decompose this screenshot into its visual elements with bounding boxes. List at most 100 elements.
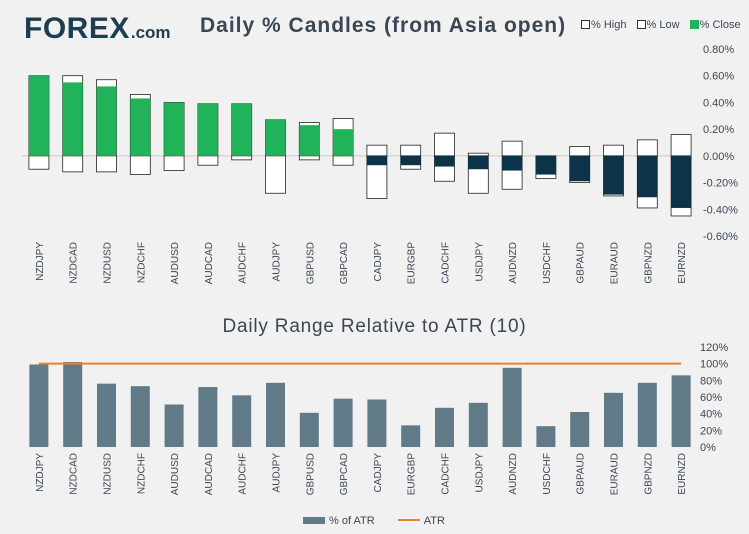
candle-close-body <box>231 103 252 156</box>
candle-close-body <box>434 155 455 167</box>
legend-low: % Low <box>636 19 680 31</box>
candle-close-body <box>265 119 286 156</box>
y-tick-label: 0.00% <box>703 151 734 163</box>
candle-close-body <box>96 86 117 156</box>
legend-low-swatch <box>636 20 646 29</box>
x-tick-label: CADJPY <box>373 242 384 282</box>
atr-bar <box>468 402 488 447</box>
x-tick-label: CADJPY <box>373 453 384 493</box>
atr-bar <box>435 407 454 447</box>
x-tick-label: USDJPY <box>474 453 485 493</box>
x-tick-label: AUDNZD <box>508 242 519 284</box>
y-tick-label: 0.80% <box>703 44 734 56</box>
x-tick-label: GBPUSD <box>305 453 316 495</box>
candle-close-body <box>299 125 320 156</box>
y-tick-label: 80% <box>700 375 722 387</box>
legend-atr: ATR <box>397 515 445 527</box>
x-tick-label: CADCHF <box>441 453 452 495</box>
x-tick-label: USDJPY <box>474 242 485 282</box>
y-tick-label: -0.60% <box>703 231 738 243</box>
candle-close-body <box>671 155 692 208</box>
forex-logo[interactable]: FOREX.com <box>24 12 171 46</box>
x-tick-label: EURGBP <box>407 453 418 496</box>
atr-bar <box>97 383 116 447</box>
x-tick-label: NZDCHF <box>136 242 147 283</box>
x-tick-label: AUDJPY <box>272 453 283 493</box>
candle-close-body <box>400 155 421 166</box>
atr-bar <box>367 399 387 447</box>
y-tick-label: -0.40% <box>703 204 738 216</box>
x-tick-label: NZDCHF <box>136 453 147 494</box>
legend-pct-atr: % of ATR <box>303 515 375 527</box>
legend-pct-atr-swatch <box>303 517 325 524</box>
y-tick-label: 0.20% <box>703 124 734 136</box>
legend-close-swatch <box>689 20 699 29</box>
x-tick-label: GBPNZD <box>643 453 654 495</box>
atr-bar <box>401 425 421 447</box>
atr-legend: % of ATR ATR <box>303 515 465 527</box>
x-tick-label: NZDCAD <box>69 453 80 495</box>
atr-bar <box>604 392 623 447</box>
x-tick-label: AUDCAD <box>204 453 215 495</box>
x-tick-label: NZDUSD <box>103 242 114 284</box>
x-tick-label: NZDUSD <box>103 453 114 495</box>
x-tick-label: NZDJPY <box>35 242 46 281</box>
candle-close-body <box>62 82 83 156</box>
x-tick-label: AUDCHF <box>238 242 249 284</box>
y-tick-label: 0% <box>700 442 716 454</box>
x-tick-label: GBPNZD <box>643 242 654 284</box>
atr-bar <box>29 364 49 447</box>
atr-bar <box>671 375 691 447</box>
candle-low-box <box>332 155 354 166</box>
atr-bar <box>299 412 319 447</box>
candles-chart: 0.80% 0.60% 0.40% 0.20% 0.00% -0.20% -0.40% -0.… <box>22 44 738 284</box>
x-tick-label: GBPAUD <box>576 453 587 495</box>
atr-chart-title: Daily Range Relative to ATR (10) <box>222 316 527 337</box>
x-tick-label: AUDUSD <box>170 453 181 495</box>
y-tick-label: 60% <box>700 392 722 404</box>
atr-bar <box>63 362 83 447</box>
x-tick-label: GBPCAD <box>339 453 350 495</box>
atr-bar <box>502 367 522 447</box>
x-tick-label: AUDUSD <box>170 242 181 284</box>
atr-bar <box>637 382 657 447</box>
y-tick-label: 120% <box>700 342 728 354</box>
candle-close-body <box>28 75 49 156</box>
candle-close-body <box>130 98 151 156</box>
logo-o: O <box>42 12 67 45</box>
atr-bar <box>130 386 150 447</box>
x-tick-label: EURAUD <box>610 453 621 495</box>
x-tick-label: AUDCHF <box>238 453 249 495</box>
candle-close-body <box>535 155 556 175</box>
x-tick-label: GBPUSD <box>305 242 316 284</box>
x-tick-label: AUDJPY <box>272 242 283 282</box>
candle-close-body <box>164 102 185 156</box>
candles-chart-title: Daily % Candles (from Asia open) <box>200 14 567 37</box>
x-tick-label: GBPCAD <box>339 242 350 284</box>
x-tick-label: NZDCAD <box>69 242 80 284</box>
y-tick-label: 40% <box>700 409 722 421</box>
x-tick-label: USDCHF <box>542 242 553 284</box>
legend-high-swatch <box>581 20 590 29</box>
x-tick-label: GBPAUD <box>576 242 587 284</box>
atr-bar <box>164 404 184 447</box>
candles-legend: % High % Low % Close <box>581 19 748 31</box>
x-tick-label: USDCHF <box>542 453 553 495</box>
candle-close-body <box>468 155 489 170</box>
y-tick-label: 100% <box>700 359 728 371</box>
logo-rex: REX <box>66 12 130 45</box>
y-tick-label: -0.20% <box>703 178 738 190</box>
x-tick-label: CADCHF <box>441 242 452 284</box>
candle-close-body <box>637 155 658 198</box>
x-tick-label: EURNZD <box>677 242 688 284</box>
atr-bar <box>570 412 590 447</box>
y-tick-label: 0.40% <box>703 97 734 109</box>
candle-close-body <box>333 129 354 156</box>
candle-close-body <box>603 155 624 195</box>
legend-high: % High <box>581 19 626 31</box>
atr-bar <box>198 387 218 447</box>
logo-f: F <box>24 12 43 45</box>
candle-close-body <box>569 155 590 182</box>
logo-domain: .com <box>130 23 171 42</box>
candle-close-body <box>366 155 387 166</box>
